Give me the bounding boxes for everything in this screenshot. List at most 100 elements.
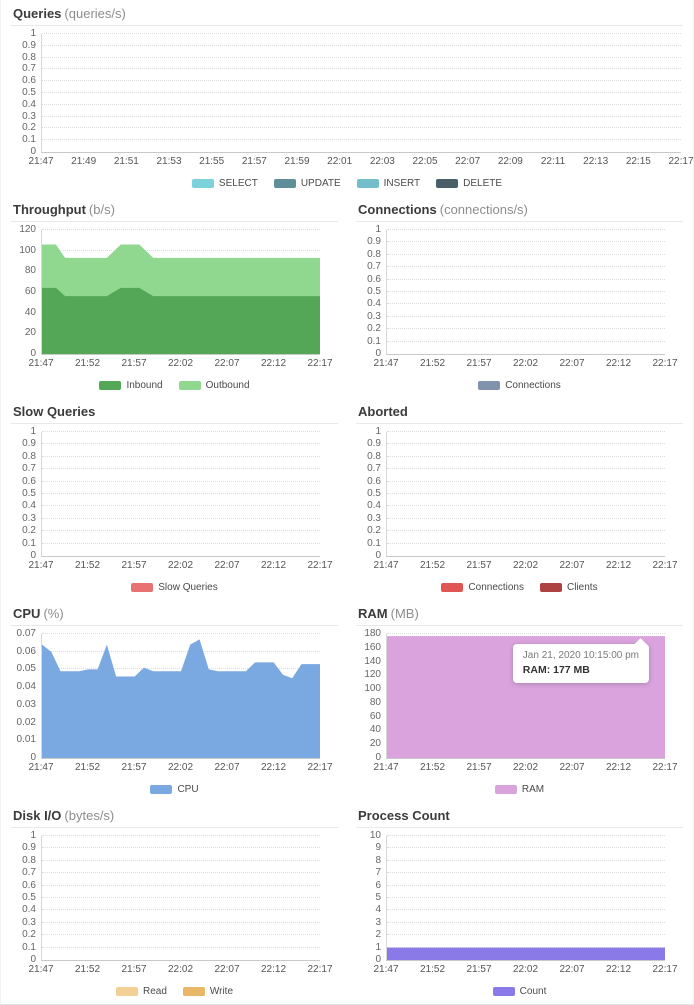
chart-canvas[interactable] [387, 230, 665, 354]
plot-process-count[interactable]: 0 1 2 3 4 5 6 7 8 9 10 [370, 831, 665, 965]
gridline [387, 443, 665, 445]
legend-item-write[interactable]: Write [182, 986, 233, 997]
plot-aborted[interactable]: 0 0.1 0.2 0.3 0.4 0.5 0.6 0.7 0.8 0.9 1 [367, 427, 665, 561]
x-axis-label: 22:05 [412, 156, 438, 167]
y-axis-label: 100 [364, 683, 381, 695]
legend-item-connections[interactable]: Connections [478, 380, 561, 391]
plot-queries[interactable]: 0 0.1 0.2 0.3 0.4 0.5 0.6 0.7 0.8 0.9 1 [22, 29, 681, 157]
chart-canvas[interactable] [42, 836, 320, 960]
legend-swatch [131, 582, 154, 592]
x-axis-label: 21:53 [156, 156, 182, 167]
chart-canvas[interactable] [42, 34, 681, 152]
chart-title-text: Slow Queries [13, 404, 96, 419]
plot-disk-io[interactable]: 0 0.1 0.2 0.3 0.4 0.5 0.6 0.7 0.8 0.9 1 [22, 831, 320, 965]
y-axis-label: 0.4 [367, 500, 381, 512]
x-axis-queries: 21:47 21:49 21:51 21:53 21:55 21:57 21:59 22:01… [28, 156, 693, 171]
legend-item-update[interactable]: UPDATE [273, 178, 341, 189]
y-axis-label: 0.7 [22, 63, 36, 75]
legend-item-slow-queries[interactable]: Slow Queries [131, 582, 218, 593]
legend-item-cpu[interactable]: CPU [150, 783, 199, 795]
y-axis-label: 0.03 [16, 698, 36, 710]
legend-item-outbound[interactable]: Outbound [178, 380, 250, 391]
y-axis-label: 0 [375, 348, 381, 359]
y-axis-label: 120 [364, 669, 381, 681]
y-axis-label: 0.3 [22, 916, 36, 928]
legend-swatch [494, 784, 517, 794]
legend-item-ram[interactable]: RAM [494, 784, 544, 795]
gridline [387, 493, 665, 494]
plot-slow-queries[interactable]: 0 0.1 0.2 0.3 0.4 0.5 0.6 0.7 0.8 0.9 1 [22, 427, 320, 561]
chart-connections: Connections (connections/s) 0 0.1 0.2 0.3 0.4… [356, 198, 683, 392]
legend-item-clients[interactable]: Clients [540, 582, 598, 593]
x-axis-label: 22:17 [668, 156, 694, 167]
tooltip-value: RAM: 177 MB [522, 664, 590, 676]
x-axis-slow-queries: 21:47 21:52 21:57 22:02 22:07 22:12 22:17 [28, 560, 332, 575]
y-axis-label: 0 [30, 348, 36, 359]
y-axis-label: 1 [375, 426, 381, 437]
chart-canvas[interactable] [387, 836, 665, 960]
chart-title: Process Count [356, 804, 683, 828]
y-axis-label: 1 [30, 426, 36, 437]
legend-item-select[interactable]: SELECT [191, 178, 258, 189]
y-axis-label: 0.5 [22, 892, 36, 903]
legend-item-read[interactable]: Read [115, 986, 167, 997]
x-axis-label: 21:52 [74, 358, 101, 369]
chart-title: Disk I/O (bytes/s) [11, 804, 338, 828]
legend-item-count[interactable]: Count [492, 986, 546, 997]
chart-canvas[interactable] [42, 432, 320, 556]
plot-ram[interactable]: 0 20 40 60 80 100 120 140 160 180 Jan 21, 2020 10:… [364, 629, 665, 763]
x-axis-label: 22:17 [652, 560, 678, 571]
x-axis-label: 22:17 [652, 762, 678, 773]
gridline [42, 139, 681, 141]
gridline [387, 505, 665, 507]
y-axis-label: 0.4 [22, 98, 36, 110]
legend-label: CPU [177, 783, 199, 795]
legend-item-insert[interactable]: INSERT [356, 178, 420, 189]
legend-item-connections[interactable]: Connections [441, 582, 524, 593]
legend-swatch [150, 784, 173, 794]
gridline [42, 517, 320, 519]
legend-item-delete[interactable]: DELETE [436, 178, 502, 189]
chart-title: Slow Queries [11, 400, 338, 424]
legend-swatch [436, 178, 459, 188]
y-axis-label: 0.5 [367, 488, 381, 499]
gridline [387, 480, 665, 482]
tooltip-timestamp: Jan 21, 2020 10:15:00 pm [522, 650, 639, 661]
plot-connections[interactable]: 0 0.1 0.2 0.3 0.4 0.5 0.6 0.7 0.8 0.9 1 [367, 225, 665, 359]
gridline [387, 633, 665, 634]
gridline [42, 934, 320, 936]
y-axis-label: 20 [369, 738, 381, 750]
chart-canvas[interactable] [42, 230, 320, 354]
y-axis-label: 0.8 [367, 248, 381, 260]
chart-aborted: Aborted 0 0.1 0.2 0.3 0.4 0.5 0.6 0.7 0.8 0.9 1 21… [356, 400, 683, 594]
legend-item-inbound[interactable]: Inbound [99, 380, 163, 391]
chart-title-text: Aborted [358, 404, 408, 419]
y-axis-label: 0.2 [22, 929, 36, 941]
y-axis-label: 0 [30, 752, 36, 763]
y-axis-label: 80 [24, 265, 36, 277]
gridline [42, 859, 320, 861]
chart-title: Queries (queries/s) [11, 2, 683, 26]
chart-tooltip: Jan 21, 2020 10:15:00 pm RAM: 177 MB [512, 638, 649, 683]
gridline [387, 328, 665, 330]
y-axis-label: 40 [24, 306, 36, 318]
chart-title-text: RAM [358, 606, 388, 621]
y-axis-label: 0.8 [22, 854, 36, 866]
chart-canvas[interactable] [42, 634, 320, 758]
chart-slow-queries: Slow Queries 0 0.1 0.2 0.3 0.4 0.5 0.6 0.7 0.8 0.… [11, 400, 338, 594]
x-axis-label: 22:07 [559, 358, 585, 369]
x-axis-label: 22:12 [605, 964, 632, 975]
gridline [387, 303, 665, 305]
x-axis-label: 22:17 [307, 560, 333, 571]
y-axis-label: 0.2 [367, 525, 381, 537]
chart-title: RAM (MB) [356, 602, 683, 626]
chart-title: Connections (connections/s) [356, 198, 683, 222]
plot-throughput[interactable]: 0 20 40 60 80 100 120 [19, 225, 320, 359]
x-axis-label: 21:57 [466, 560, 492, 571]
y-axis-label: 10 [369, 830, 381, 841]
y-axis-label: 0.4 [22, 500, 36, 512]
gridline [42, 44, 681, 46]
chart-canvas[interactable] [387, 432, 665, 556]
y-axis-label: 180 [364, 628, 381, 639]
plot-cpu[interactable]: 0 0.01 0.02 0.03 0.04 0.05 0.06 0.07 [17, 629, 320, 763]
